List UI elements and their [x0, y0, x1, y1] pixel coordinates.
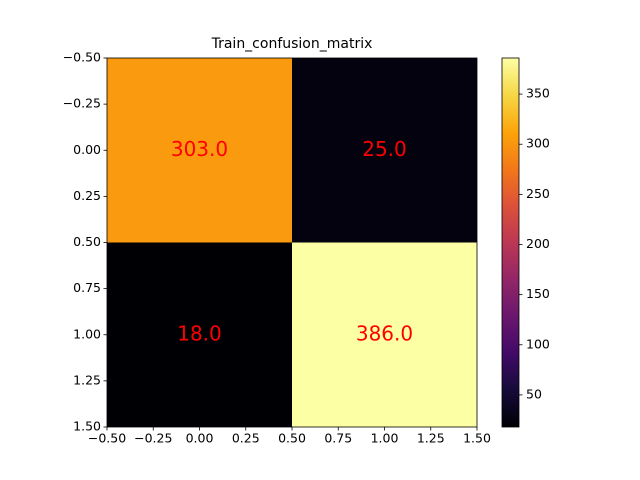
cell-label: 18.0: [177, 321, 222, 345]
y-tick-label: 0.75: [73, 280, 101, 295]
cell-label: 386.0: [356, 321, 413, 345]
y-tick-label: −0.50: [63, 50, 101, 65]
y-tick-label: −0.25: [63, 96, 101, 111]
x-tick-label: 0.50: [278, 431, 306, 446]
colorbar-tick-label: 350: [526, 86, 550, 101]
x-tick-label: −0.25: [134, 431, 172, 446]
colorbar-tick-label: 150: [526, 286, 550, 301]
heatmap-cell: [292, 242, 477, 427]
x-tick-label: 0.25: [232, 431, 260, 446]
colorbar: [501, 57, 520, 428]
y-tick-label: 0.00: [73, 142, 101, 157]
cell-label: 25.0: [362, 137, 407, 161]
x-tick-label: 1.25: [417, 431, 445, 446]
heatmap-cell: [107, 58, 292, 243]
chart-title: Train_confusion_matrix: [211, 36, 373, 52]
x-tick-label: 0.00: [186, 431, 214, 446]
colorbar-tick-label: 200: [526, 236, 550, 251]
x-tick-label: 1.00: [371, 431, 399, 446]
heatmap-cell: [292, 58, 477, 243]
y-tick-label: 1.25: [73, 372, 101, 387]
colorbar-tick-label: 300: [526, 136, 550, 151]
heatmap-cell: [107, 242, 292, 427]
y-tick-label: 0.25: [73, 188, 101, 203]
y-tick-label: 1.00: [73, 326, 101, 341]
y-tick-label: 1.50: [73, 419, 101, 434]
x-tick-label: 1.50: [463, 431, 491, 446]
x-tick-label: 0.75: [324, 431, 352, 446]
colorbar-tick-label: 100: [526, 336, 550, 351]
y-tick-label: 0.50: [73, 234, 101, 249]
x-tick-label: −0.50: [88, 431, 126, 446]
colorbar-tick-label: 50: [526, 386, 542, 401]
colorbar-tick-label: 250: [526, 186, 550, 201]
cell-label: 303.0: [171, 137, 228, 161]
